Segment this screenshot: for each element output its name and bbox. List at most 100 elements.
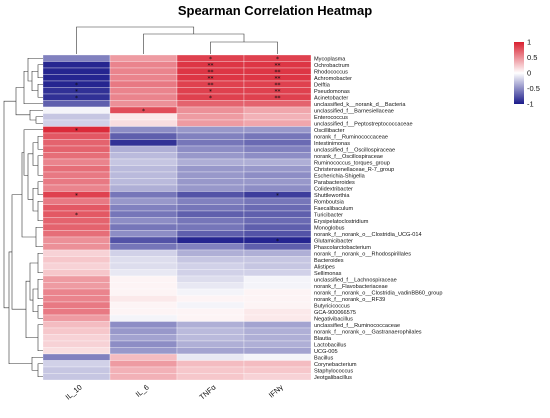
row-label: Staphylococcus	[314, 368, 353, 374]
significance-star: **	[208, 76, 214, 83]
row-label: Escherichia-Shigella	[314, 173, 366, 179]
significance-star: **	[275, 89, 281, 96]
heatmap-cell	[42, 275, 111, 283]
row-dendrogram	[27, 57, 43, 82]
row-label: Enterococcus	[314, 115, 348, 121]
heatmap-cell	[243, 301, 312, 309]
heatmap-cell	[109, 132, 178, 140]
heatmap-cell	[42, 236, 111, 244]
row-dendrogram	[31, 70, 38, 92]
heatmap-cell	[176, 243, 245, 251]
heatmap-cell	[176, 295, 245, 303]
row-label: UCG-005	[314, 349, 338, 355]
row-label: norank_f__Flavobacteriaceae	[314, 284, 388, 290]
heatmap-cell	[42, 269, 111, 277]
significance-star: *	[209, 56, 212, 63]
heatmap-cell	[42, 184, 111, 192]
significance-star: *	[75, 82, 78, 89]
row-dendrogram	[32, 288, 38, 313]
heatmap-cell	[176, 360, 245, 368]
row-dendrogram	[8, 251, 32, 365]
heatmap-cell	[42, 230, 111, 238]
column-dendrogram	[76, 26, 195, 54]
heatmap-cell	[243, 314, 312, 322]
heatmap-cell	[176, 353, 245, 361]
significance-star: **	[275, 95, 281, 102]
heatmap-cell	[42, 301, 111, 309]
heatmap-cell	[176, 171, 245, 179]
heatmap-cell	[42, 74, 111, 82]
heatmap-cell	[243, 223, 312, 231]
heatmap-cell	[109, 158, 178, 166]
row-label: Bacteroides	[314, 258, 344, 264]
row-dendrogram	[37, 155, 43, 176]
heatmap-cell	[176, 100, 245, 108]
row-label: Rhodococcus	[314, 69, 348, 75]
row-label: Phascolarctobacterium	[314, 245, 371, 251]
row-label: Jeotgalibacillus	[314, 375, 352, 381]
heatmap-cell	[176, 204, 245, 212]
heatmap-cell	[243, 334, 312, 342]
heatmap-cell	[243, 373, 312, 381]
row-dendrogram	[3, 100, 16, 309]
row-dendrogram	[37, 252, 43, 274]
heatmap-cell	[243, 282, 312, 290]
heatmap-cell	[243, 249, 312, 257]
row-label: Faecalibaculum	[314, 206, 354, 212]
heatmap-cell	[42, 366, 111, 374]
significance-star: **	[275, 76, 281, 83]
heatmap-cell	[109, 223, 178, 231]
significance-star: *	[75, 95, 78, 102]
row-dendrogram	[37, 135, 43, 150]
heatmap-cell	[176, 178, 245, 186]
heatmap-cell	[42, 197, 111, 205]
heatmap-cell	[109, 314, 178, 322]
heatmap-cell	[176, 269, 245, 277]
row-dendrogram	[11, 194, 26, 310]
significance-star: *	[276, 56, 279, 63]
chart-title: Spearman Correlation Heatmap	[177, 3, 373, 18]
heatmap-cell	[109, 119, 178, 127]
heatmap-cell	[109, 93, 178, 101]
legend-tick-label: 0	[527, 69, 531, 78]
heatmap-cell	[109, 275, 178, 283]
significance-star: *	[142, 108, 145, 115]
heatmap-cell	[109, 67, 178, 75]
row-label: Delftia	[314, 82, 331, 88]
heatmap-cell	[176, 106, 245, 114]
heatmap-cell	[176, 184, 245, 192]
heatmap-cell	[176, 145, 245, 153]
heatmap-cell	[42, 152, 111, 160]
heatmap-cell	[42, 334, 111, 342]
heatmap-cell	[109, 243, 178, 251]
heatmap-cell	[243, 132, 312, 140]
heatmap-cell	[176, 165, 245, 173]
row-label: Mycoplasma	[314, 56, 346, 62]
heatmap-cell	[42, 321, 111, 329]
heatmap-cell	[109, 373, 178, 381]
heatmap-cell	[176, 321, 245, 329]
heatmap-cell	[109, 295, 178, 303]
legend-tick-label: 0.5	[527, 53, 537, 62]
row-label: Turicibacter	[314, 212, 343, 218]
heatmap-cell	[109, 126, 178, 134]
heatmap-cell	[109, 178, 178, 186]
significance-star: *	[209, 89, 212, 96]
row-label: norank_f__norank_o__Rhodospirillales	[314, 251, 411, 257]
heatmap-cell	[42, 54, 111, 62]
heatmap-cell	[176, 126, 245, 134]
heatmap-cell	[176, 301, 245, 309]
row-dendrogram	[37, 304, 43, 319]
heatmap-cell	[109, 191, 178, 199]
heatmap-cell	[109, 321, 178, 329]
row-label: Lactobacillus	[314, 342, 347, 348]
heatmap-cell	[176, 288, 245, 296]
heatmap-cell	[109, 204, 178, 212]
row-dendrogram	[37, 83, 43, 98]
heatmap-cell	[109, 366, 178, 374]
row-label: norank_f__Oscillospiraceae	[314, 154, 383, 160]
row-label: Oscillibacter	[314, 128, 345, 134]
row-label: norank_f__norank_o__Clostridia_vadinBB60…	[314, 290, 442, 296]
heatmap-cell	[176, 210, 245, 218]
heatmap-cell	[243, 217, 312, 225]
